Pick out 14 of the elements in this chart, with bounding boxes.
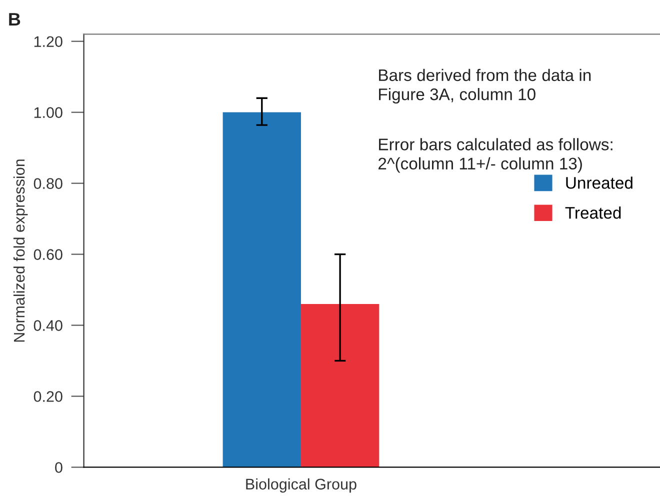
legend-label: Unreated <box>566 176 632 189</box>
annotation: Bars derived from the data in Figure 3A, column 10 <box>379 68 591 104</box>
x-tick-label: Biological Group <box>246 478 356 493</box>
y-tick-label: 1.20 <box>34 36 62 48</box>
text: B <box>9 13 20 26</box>
annotation: Error bars calculated as follows: 2^(column 11+/- column 13) <box>378 138 612 173</box>
y-tick-label: 0 <box>55 462 62 473</box>
y-tick-label: 1.00 <box>34 107 62 118</box>
y-tick-label: 0.60 <box>34 249 62 260</box>
y-tick-label: 0.80 <box>34 178 62 189</box>
y-tick-label: 0.20 <box>34 391 62 402</box>
y-axis-title: Normalized fold expression <box>13 160 28 342</box>
y-tick-label: 0.40 <box>34 320 62 331</box>
legend-label: Treated <box>565 206 621 219</box>
